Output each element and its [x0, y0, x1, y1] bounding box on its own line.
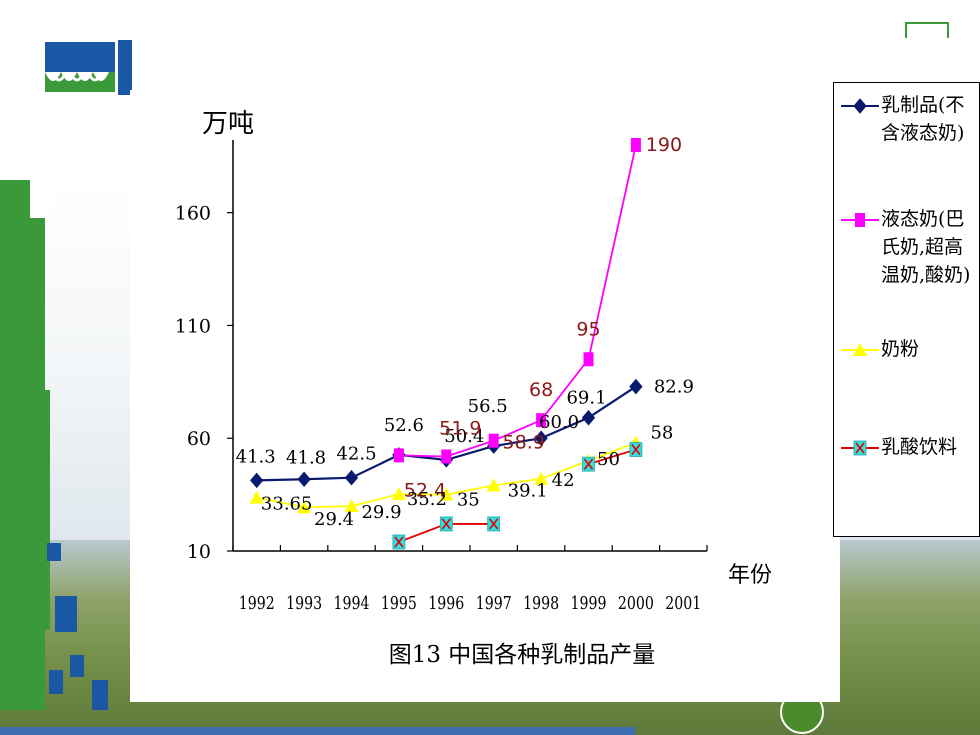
corner-decoration [905, 22, 949, 38]
legend-swatch [841, 343, 879, 356]
data-point-marker [583, 352, 594, 367]
green-side-bar-segment [35, 390, 50, 630]
data-label: 190 [646, 134, 682, 156]
decor-square [92, 680, 108, 710]
legend: 乳制品(不含液态奶) 液态奶(巴氏奶,超高温奶,酸奶) 奶粉乳酸饮料 [833, 82, 980, 537]
logo-icon [45, 42, 115, 92]
data-point-marker [853, 343, 867, 356]
x-tick-label: 1997 [476, 593, 512, 614]
data-point-marker [394, 536, 404, 548]
data-point-marker [631, 444, 641, 455]
data-label: 52.6 [384, 415, 424, 436]
data-point-marker [534, 430, 548, 446]
data-label: 41.8 [286, 447, 326, 468]
x-tick-label: 1995 [381, 593, 417, 614]
blue-bottom-line [0, 727, 635, 735]
x-axis-title: 年份 [728, 563, 772, 588]
x-tick-label: 1994 [334, 593, 370, 614]
data-label: 52.4 [404, 479, 446, 501]
series-line [588, 448, 637, 466]
data-point-marker [441, 449, 452, 464]
data-label: 58.9 [503, 432, 545, 454]
data-point-marker [488, 433, 499, 448]
data-point-marker [250, 472, 264, 489]
x-tick-label: 1999 [571, 593, 607, 614]
x-tick-label: 1993 [286, 593, 322, 614]
decor-square [49, 670, 63, 694]
legend-label: 乳制品(不含液态奶) [881, 94, 965, 144]
data-label: 42 [552, 470, 575, 491]
data-label: 29.4 [314, 509, 354, 530]
data-label: 42.5 [336, 444, 376, 465]
decor-square [55, 596, 77, 632]
data-point-marker [393, 448, 404, 463]
data-point-marker [855, 213, 865, 227]
y-tick-label: 10 [187, 541, 211, 563]
x-tick-label: 2001 [665, 593, 701, 614]
data-point-marker [439, 487, 454, 501]
line-chart: 10 60 110 160 1992 1993 1994 1995 1996 1997 1998 19… [175, 109, 772, 668]
data-label: 29.9 [361, 502, 401, 523]
data-point-marker [344, 499, 359, 513]
data-point-marker [441, 518, 451, 530]
legend-label: 液态奶(巴氏奶,超高温奶,酸奶) [881, 208, 971, 286]
chart-title: 图13 中国各种乳制品产量 [389, 642, 656, 668]
x-tick-label: 1992 [239, 593, 275, 614]
series-line [398, 144, 637, 458]
data-point-marker [536, 413, 547, 428]
data-point-marker [344, 469, 359, 486]
data-label: 41.3 [236, 446, 276, 467]
data-label: 60.0 [539, 412, 579, 433]
data-label: 50 [597, 449, 620, 470]
green-side-bar-notch [30, 180, 50, 218]
legend-label: 乳酸饮料 [881, 436, 958, 458]
data-label: 68 [529, 379, 553, 401]
data-point-marker [629, 378, 643, 395]
data-label: 69.1 [566, 388, 606, 409]
data-point-marker [297, 500, 312, 514]
decor-square [70, 655, 84, 677]
legend-label: 奶粉 [881, 338, 920, 360]
data-point-marker [855, 442, 865, 454]
y-tick-label: 110 [175, 315, 211, 337]
data-point-marker [581, 409, 596, 426]
chart-panel: 10 60 110 160 1992 1993 1994 1995 1996 1997 1998 19… [130, 90, 840, 702]
x-tick-label: 2000 [618, 593, 654, 614]
data-point-marker [249, 490, 264, 504]
data-point-marker [297, 471, 311, 488]
data-point-marker [583, 458, 594, 470]
y-tick-label: 60 [187, 428, 211, 450]
data-label: 82.9 [654, 377, 694, 398]
data-point-marker [391, 487, 406, 501]
data-point-marker [630, 138, 641, 152]
x-tick-label: 1996 [428, 593, 464, 614]
data-label: 39.1 [508, 480, 548, 501]
data-label: 51.9 [439, 417, 481, 439]
data-point-marker [534, 471, 549, 485]
y-axis-title: 万吨 [202, 109, 254, 139]
data-label: 58 [650, 423, 673, 444]
x-tick-label: 1998 [523, 593, 559, 614]
legend-swatch [841, 440, 879, 456]
y-tick-label: 160 [175, 203, 211, 225]
data-label: 56.5 [468, 396, 508, 417]
data-label: 35.2 [407, 489, 447, 510]
data-point-marker [489, 518, 499, 530]
data-point-marker [486, 478, 501, 492]
legend-swatch [841, 98, 879, 114]
legend-swatch [841, 213, 879, 227]
data-label: 95 [576, 318, 600, 340]
data-label: 33.65 [261, 494, 313, 515]
decor-square [47, 543, 61, 561]
data-point-marker [853, 98, 867, 114]
logo-text-block [118, 40, 132, 95]
data-label: 35 [457, 490, 480, 511]
data-label: 50.4 [444, 426, 484, 447]
